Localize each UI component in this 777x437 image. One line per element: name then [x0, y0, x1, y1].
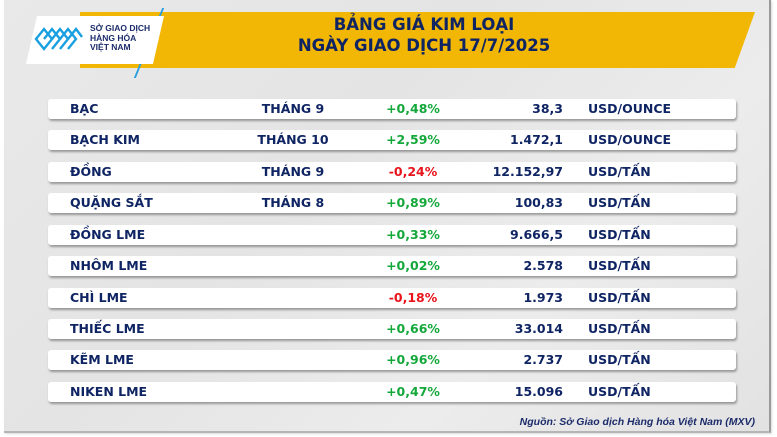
logo-line-3: VIỆT NAM	[90, 42, 131, 52]
title-line-2: NGÀY GIAO DỊCH 17/7/2025	[297, 36, 551, 55]
metal-name: ĐỒNG	[70, 164, 112, 179]
page-title: BẢNG GIÁ KIM LOẠI NGÀY GIAO DỊCH 17/7/20…	[264, 14, 584, 56]
price-value: 15.096	[514, 384, 563, 399]
contract-month: THÁNG 8	[261, 195, 325, 210]
change-percent: +0,89%	[386, 195, 440, 210]
logo-card	[26, 16, 164, 64]
price-value: 1.472,1	[510, 132, 563, 147]
price-value: 12.152,97	[492, 164, 563, 179]
contract-month: THÁNG 9	[261, 164, 325, 179]
metal-name: NIKEN LME	[70, 384, 148, 399]
table-row: BẠCH KIM THÁNG 10 +2,59% 1.472,1 USD/OUN…	[48, 130, 736, 150]
table-row: NIKEN LME +0,47% 15.096 USD/TẤN	[48, 382, 736, 402]
table-row: BẠC THÁNG 9 +0,48% 38,3 USD/OUNCE	[48, 99, 736, 119]
price-unit: USD/TẤN	[588, 290, 651, 305]
change-percent: +2,59%	[386, 132, 440, 147]
contract-month: THÁNG 9	[261, 101, 325, 116]
change-percent: +0,02%	[386, 258, 440, 273]
price-unit: USD/TẤN	[588, 164, 651, 179]
price-unit: USD/OUNCE	[588, 101, 672, 116]
title-line-1: BẢNG GIÁ KIM LOẠI	[333, 15, 515, 34]
change-percent: +0,96%	[386, 352, 440, 367]
price-unit: USD/TẤN	[588, 258, 651, 273]
price-unit: USD/TẤN	[588, 321, 651, 336]
price-unit: USD/TẤN	[588, 352, 651, 367]
metal-name: CHÌ LME	[70, 290, 128, 305]
metal-name: THIẾC LME	[70, 321, 145, 336]
table-row: THIẾC LME +0,66% 33.014 USD/TẤN	[48, 319, 736, 339]
price-value: 9.666,5	[510, 227, 563, 242]
table-row: NHÔM LME +0,02% 2.578 USD/TẤN	[48, 256, 736, 276]
price-value: 33.014	[514, 321, 563, 336]
metal-name: NHÔM LME	[70, 258, 148, 273]
infographic-frame: SỞ GIAO DỊCH HÀNG HÓA VIỆT NAM BẢNG GIÁ …	[4, 0, 771, 433]
price-value: 2.737	[523, 352, 563, 367]
change-percent: +0,48%	[386, 101, 440, 116]
metal-name: BẠCH KIM	[70, 132, 140, 147]
logo-text: SỞ GIAO DỊCH HÀNG HÓA VIỆT NAM	[90, 23, 151, 53]
table-row: QUẶNG SẮT THÁNG 8 +0,89% 100,83 USD/TẤN	[48, 193, 736, 213]
price-value: 100,83	[514, 195, 563, 210]
price-unit: USD/OUNCE	[588, 132, 672, 147]
mxv-logo-icon	[34, 27, 83, 51]
change-percent: +0,33%	[386, 227, 440, 242]
title-banner	[80, 12, 755, 68]
price-unit: USD/TẤN	[588, 195, 651, 210]
metal-name: ĐỒNG LME	[70, 227, 146, 242]
table-row: KẼM LME +0,96% 2.737 USD/TẤN	[48, 350, 736, 370]
price-value: 1.973	[523, 290, 563, 305]
metal-name: BẠC	[70, 101, 99, 116]
metal-name: QUẶNG SẮT	[70, 195, 153, 210]
logo-line-2: HÀNG HÓA	[90, 32, 137, 43]
table-row: CHÌ LME -0,18% 1.973 USD/TẤN	[48, 288, 736, 308]
logo-line-1: SỞ GIAO DỊCH	[90, 23, 151, 33]
price-value: 38,3	[532, 101, 563, 116]
change-percent: -0,24%	[388, 164, 438, 179]
table-row: ĐỒNG LME +0,33% 9.666,5 USD/TẤN	[48, 225, 736, 245]
contract-month: THÁNG 10	[257, 132, 329, 147]
metal-name: KẼM LME	[70, 352, 134, 367]
change-percent: +0,66%	[386, 321, 440, 336]
price-unit: USD/TẤN	[588, 384, 651, 399]
change-percent: +0,47%	[386, 384, 440, 399]
change-percent: -0,18%	[388, 290, 438, 305]
table-row: ĐỒNG THÁNG 9 -0,24% 12.152,97 USD/TẤN	[48, 162, 736, 182]
price-unit: USD/TẤN	[588, 227, 651, 242]
price-value: 2.578	[523, 258, 563, 273]
source-note: Nguồn: Sở Giao dịch Hàng hóa Việt Nam (M…	[519, 416, 755, 428]
